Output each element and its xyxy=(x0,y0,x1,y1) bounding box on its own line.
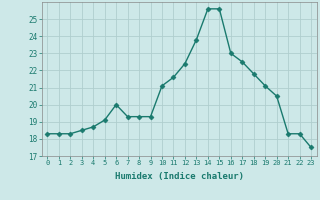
X-axis label: Humidex (Indice chaleur): Humidex (Indice chaleur) xyxy=(115,172,244,181)
